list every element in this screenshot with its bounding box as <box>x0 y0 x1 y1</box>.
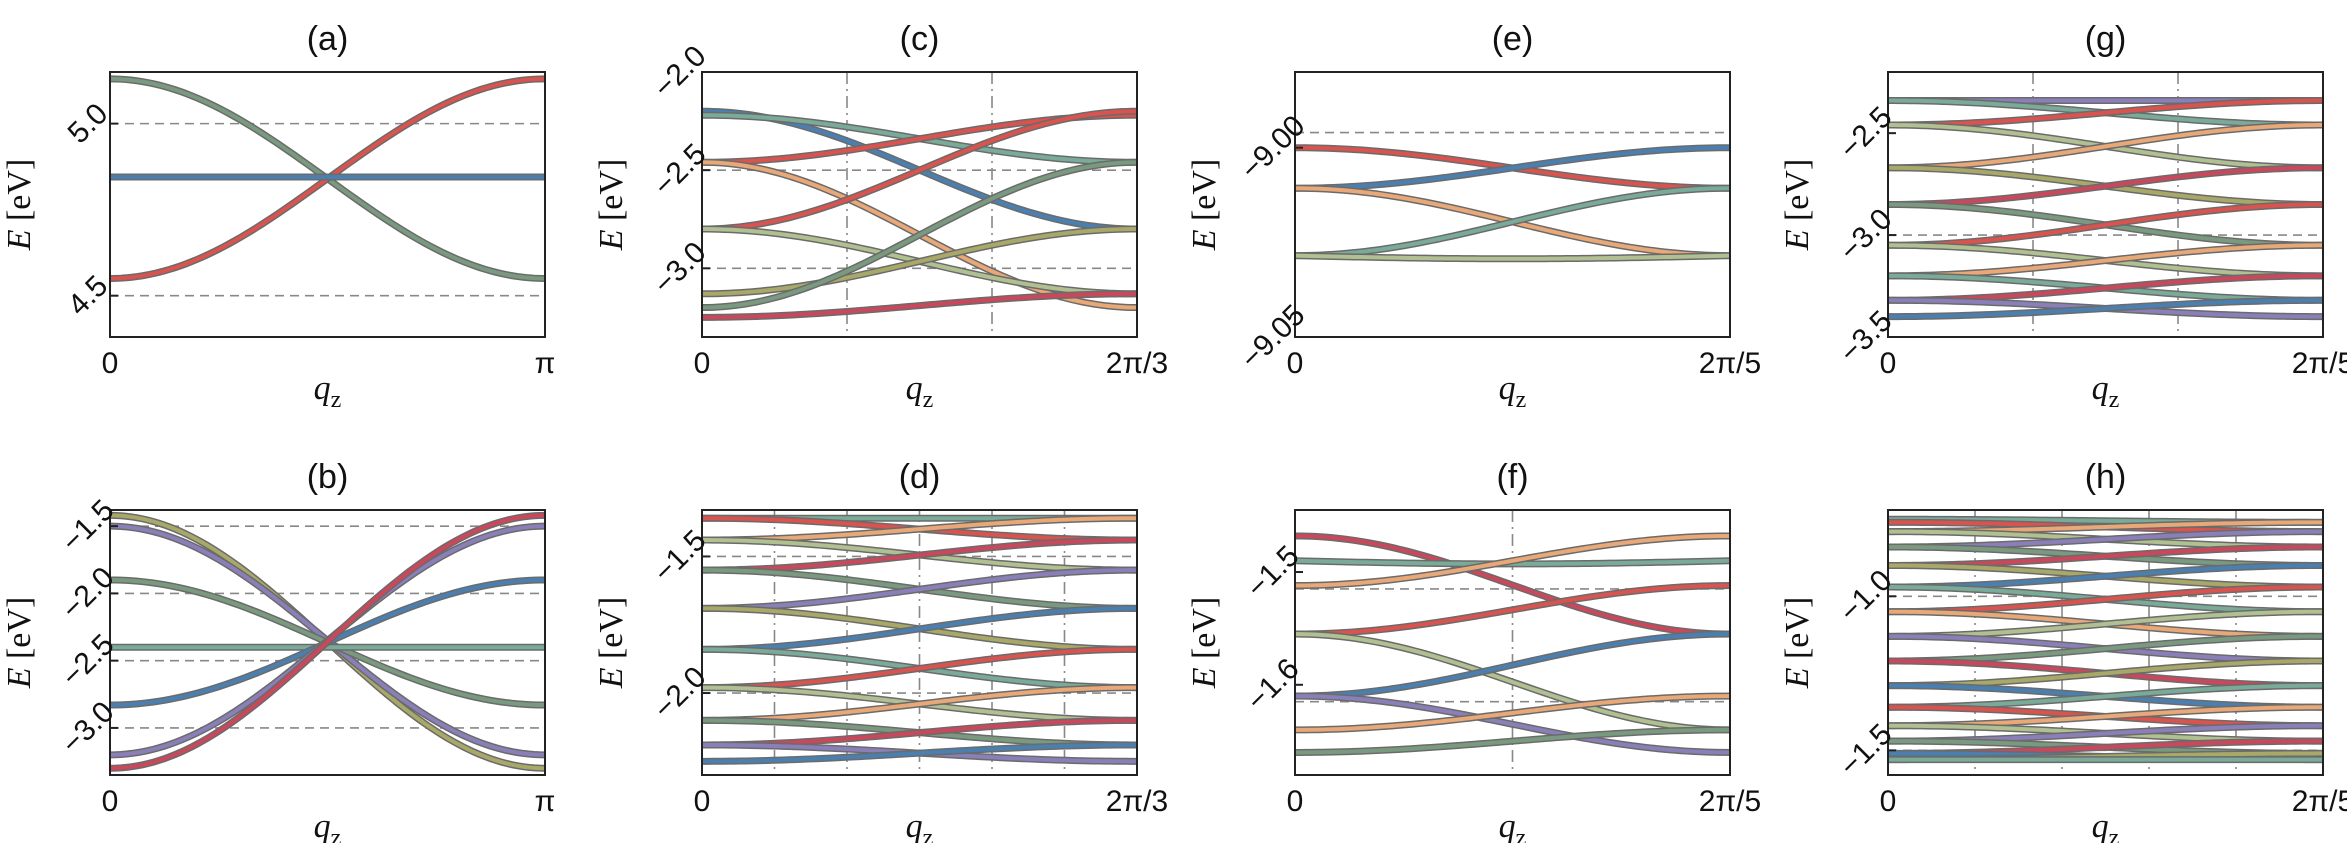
band-line <box>702 684 1137 724</box>
band-line <box>1295 692 1730 756</box>
band-line <box>1295 692 1730 734</box>
panel-title: (f) <box>1496 458 1528 496</box>
axes-frame <box>109 71 546 338</box>
band-line <box>702 741 1137 765</box>
panel-title: (h) <box>2085 458 2127 496</box>
plot-area <box>1888 510 2323 775</box>
x-tick-label: 2π/3 <box>1106 347 1168 380</box>
band-line <box>702 158 1137 312</box>
band-line <box>1295 184 1730 260</box>
panel-title: (d) <box>899 458 941 496</box>
x-tick-label: 0 <box>1880 785 1897 818</box>
band-line <box>1888 121 2323 172</box>
panel-title: (g) <box>2085 20 2127 58</box>
band-line <box>702 645 1137 692</box>
x-tick-label: 2π/5 <box>1699 785 1761 818</box>
axes-frame <box>701 509 1138 776</box>
y-axis-title: E [eV] <box>593 597 630 690</box>
band-line <box>1295 582 1730 638</box>
x-axis-title: qz <box>1499 808 1527 843</box>
panel-a: (a) 0 π 4.5 5.0 qz E [eV] <box>1 20 555 413</box>
x-tick-label: π <box>535 347 556 380</box>
axes-frame <box>1887 71 2324 338</box>
axes-frame <box>109 509 546 776</box>
y-axis-title: E [eV] <box>593 159 630 252</box>
band-line <box>1888 164 2323 208</box>
x-tick-label: 0 <box>1287 347 1304 380</box>
axes-frame <box>1294 71 1731 338</box>
x-axis-title: qz <box>314 370 342 413</box>
band-line <box>702 290 1137 321</box>
x-tick-label: 0 <box>694 785 711 818</box>
panel-title: (a) <box>307 20 349 58</box>
x-tick-label: 2π/5 <box>1699 347 1761 380</box>
panel-title: (e) <box>1492 20 1534 58</box>
y-tick-label: 5.0 <box>62 97 115 150</box>
x-tick-label: 2π/5 <box>2292 347 2347 380</box>
band-line <box>702 111 1137 166</box>
band-line <box>1888 201 2323 249</box>
panel-title: (b) <box>307 458 349 496</box>
plot-area <box>110 511 545 772</box>
panel-title: (c) <box>900 20 940 58</box>
x-tick-label: 0 <box>1880 347 1897 380</box>
band-line <box>1295 630 1730 734</box>
band-line <box>1295 630 1730 700</box>
band-line <box>1888 296 2323 321</box>
x-tick-label: 2π/3 <box>1106 785 1168 818</box>
x-tick-label: 2π/5 <box>2292 785 2347 818</box>
plot-area <box>1888 72 2323 337</box>
plot-area <box>1295 510 1730 775</box>
band-line <box>1888 241 2323 280</box>
x-axis-title: qz <box>2092 808 2120 843</box>
y-tick-label: 4.5 <box>62 269 115 322</box>
band-line <box>1295 144 1730 192</box>
band-line <box>702 536 1137 574</box>
x-tick-label: 0 <box>102 785 119 818</box>
axes-frame <box>1887 509 2324 776</box>
band-line <box>702 225 1137 298</box>
band-line <box>702 566 1137 612</box>
axes-frame <box>1294 509 1731 776</box>
x-tick-label: π <box>535 785 556 818</box>
y-axis-title: E [eV] <box>1186 597 1223 690</box>
y-axis-title: E [eV] <box>1779 597 1816 690</box>
plot-area <box>702 72 1137 337</box>
x-tick-label: 0 <box>694 347 711 380</box>
x-axis-title: qz <box>1499 370 1527 413</box>
axes-frame <box>701 71 1138 338</box>
band-line <box>1295 532 1730 638</box>
x-axis-title: qz <box>906 370 934 413</box>
x-tick-label: 0 <box>1287 785 1304 818</box>
plot-area <box>1295 131 1730 263</box>
x-axis-title: qz <box>314 808 342 843</box>
band-line <box>110 511 545 772</box>
x-axis-title: qz <box>906 808 934 843</box>
x-axis-title: qz <box>2092 370 2120 413</box>
band-line <box>1888 97 2323 129</box>
band-line <box>1295 252 1730 263</box>
band-line <box>1295 726 1730 756</box>
band-line <box>702 604 1137 653</box>
y-axis-title: E [eV] <box>1779 159 1816 252</box>
y-axis-title: E [eV] <box>1186 159 1223 252</box>
x-tick-label: 0 <box>102 347 119 380</box>
plot-area <box>702 510 1137 775</box>
y-axis-title: E [eV] <box>1 159 38 252</box>
band-line <box>702 107 1137 233</box>
y-axis-title: E [eV] <box>1 597 38 690</box>
plot-area <box>110 75 545 297</box>
band-line <box>1295 532 1730 590</box>
